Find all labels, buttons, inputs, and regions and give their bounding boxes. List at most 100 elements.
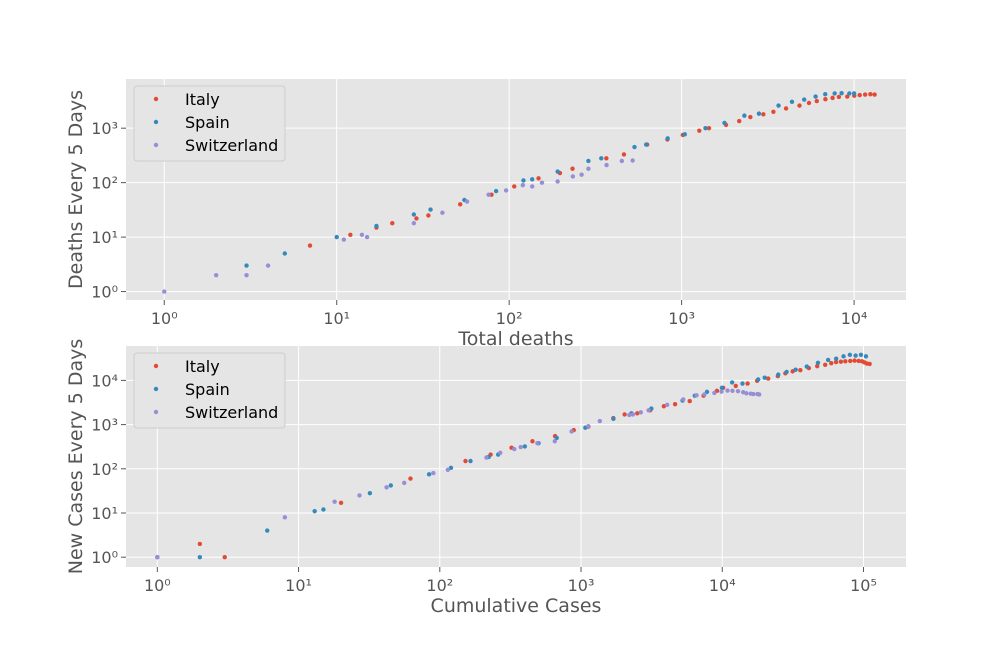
cases-point-switzerland xyxy=(569,429,574,434)
cases-point-spain xyxy=(611,416,616,422)
deaths-point-spain xyxy=(374,223,379,229)
cases-point-italy xyxy=(867,361,872,367)
cases-point-switzerland xyxy=(597,418,603,424)
deaths-point-spain xyxy=(282,251,288,256)
deaths-legend-box xyxy=(133,85,286,162)
cases-point-italy xyxy=(530,439,535,444)
deaths-point-switzerland xyxy=(440,210,445,215)
deaths-point-italy xyxy=(823,97,828,102)
cases-point-switzerland xyxy=(681,397,686,402)
deaths-point-switzerland xyxy=(570,174,576,179)
deaths-point-italy xyxy=(512,184,517,189)
cases-y-axis-label: New Cases Every 5 Days xyxy=(65,339,87,575)
deaths-legend-marker-spain xyxy=(153,119,159,125)
cases-point-switzerland xyxy=(725,388,730,393)
deaths-legend-marker-italy xyxy=(153,96,159,102)
deaths-point-italy xyxy=(748,114,753,120)
cases-point-italy xyxy=(661,404,667,409)
deaths-point-spain xyxy=(493,188,499,194)
cases-point-spain xyxy=(719,385,725,390)
cases-point-italy xyxy=(829,360,834,366)
deaths-x-tick-label: 10⁴ xyxy=(841,309,868,328)
cases-point-italy xyxy=(852,358,857,363)
cases-point-switzerland xyxy=(694,393,699,398)
cases-legend-box xyxy=(133,352,286,429)
cases-point-switzerland xyxy=(630,412,636,417)
deaths-point-italy xyxy=(868,92,873,97)
cases-point-italy xyxy=(338,500,344,506)
cases-point-italy xyxy=(197,541,203,547)
deaths-point-spain xyxy=(521,178,526,183)
deaths-point-spain xyxy=(756,111,762,116)
deaths-legend: Italy Spain Switzerland xyxy=(133,85,286,162)
deaths-point-italy xyxy=(836,94,842,100)
cases-point-spain xyxy=(554,435,559,441)
cases-point-italy xyxy=(745,381,750,386)
deaths-point-switzerland xyxy=(539,180,545,185)
deaths-y-tick-label: 10³ xyxy=(91,119,118,138)
cases-point-switzerland xyxy=(586,423,591,429)
deaths-point-switzerland xyxy=(630,158,635,163)
cases-point-switzerland xyxy=(402,480,407,486)
deaths-point-spain xyxy=(722,120,727,126)
deaths-point-switzerland xyxy=(619,158,625,164)
deaths-point-spain xyxy=(428,207,433,212)
deaths-point-italy xyxy=(390,221,395,226)
deaths-points xyxy=(162,90,877,294)
deaths-point-spain xyxy=(643,142,649,147)
deaths-y-tick-label: 10² xyxy=(91,174,118,193)
cases-point-switzerland xyxy=(638,410,643,415)
cases-point-switzerland xyxy=(357,493,362,498)
cases-y-tick-label: 10² xyxy=(91,460,118,479)
cases-point-spain xyxy=(321,507,326,512)
cases-point-switzerland xyxy=(744,391,749,396)
cases-point-switzerland xyxy=(518,444,523,450)
cases-point-switzerland xyxy=(512,446,517,452)
cases-legend-label-switzerland: Switzerland xyxy=(185,403,278,422)
deaths-point-spain xyxy=(586,158,591,164)
cases-point-spain xyxy=(815,360,821,366)
cases-point-spain xyxy=(367,491,373,496)
deaths-x-tick-label: 10⁰ xyxy=(151,309,178,328)
cases-point-spain xyxy=(833,356,839,361)
cases-point-switzerland xyxy=(730,388,735,394)
deaths-point-italy xyxy=(621,152,627,157)
cases-point-spain xyxy=(729,380,735,385)
deaths-point-spain xyxy=(839,90,844,96)
deaths-point-spain xyxy=(813,94,818,99)
cases-point-italy xyxy=(687,398,692,404)
deaths-point-italy xyxy=(797,103,802,108)
cases-point-spain xyxy=(804,364,809,369)
cases-point-spain xyxy=(740,381,745,386)
deaths-point-switzerland xyxy=(265,263,271,268)
cases-point-spain xyxy=(762,375,767,380)
cases-point-italy xyxy=(833,359,839,365)
cases-point-switzerland xyxy=(484,455,489,460)
deaths-ticks: 10⁰ 10¹ 10² 10³ 10⁴ 10⁰ 10¹ 10² 10³ xyxy=(91,119,867,328)
cases-point-italy xyxy=(815,363,820,369)
deaths-point-switzerland xyxy=(364,234,370,240)
deaths-panel: 10⁰ 10¹ 10² 10³ 10⁴ 10⁰ 10¹ 10² 10³ Total deaths… xyxy=(65,79,906,350)
deaths-point-italy xyxy=(570,166,575,171)
cases-point-italy xyxy=(672,401,678,407)
deaths-point-italy xyxy=(307,243,313,248)
cases-point-spain xyxy=(793,367,798,372)
cases-point-spain xyxy=(784,369,789,375)
deaths-point-italy xyxy=(814,98,819,104)
cases-y-tick-label: 10⁴ xyxy=(91,371,118,390)
cases-point-switzerland xyxy=(332,499,337,504)
cases-point-switzerland xyxy=(627,412,632,418)
deaths-point-italy xyxy=(806,100,812,106)
deaths-point-spain xyxy=(703,125,708,131)
deaths-point-italy xyxy=(348,232,353,238)
cases-point-spain xyxy=(858,352,864,357)
deaths-point-switzerland xyxy=(586,166,591,171)
deaths-legend-label-italy: Italy xyxy=(185,90,220,109)
cases-point-italy xyxy=(622,412,627,417)
cases-point-spain xyxy=(847,352,853,357)
deaths-point-switzerland xyxy=(359,232,365,238)
deaths-point-spain xyxy=(632,144,637,150)
deaths-y-tick-label: 10¹ xyxy=(91,228,118,247)
cases-legend-marker-italy xyxy=(153,363,159,369)
cases-point-spain xyxy=(312,508,317,514)
